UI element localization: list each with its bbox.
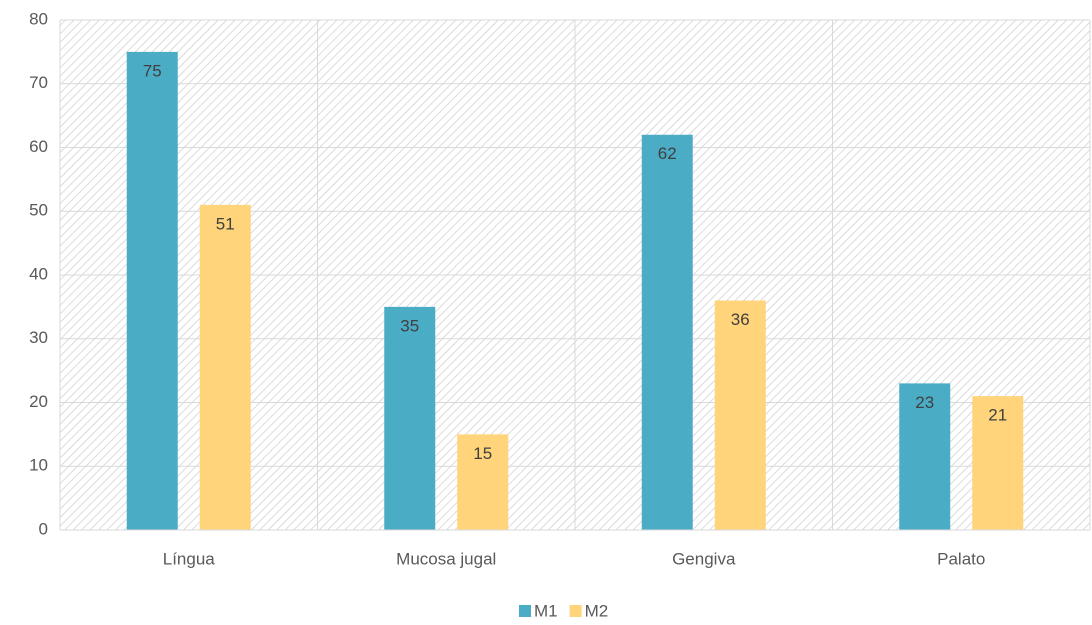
bar <box>199 204 251 530</box>
x-tick-label: Mucosa jugal <box>396 549 496 568</box>
y-tick-label: 0 <box>39 519 48 538</box>
bar <box>899 383 951 530</box>
data-label: 21 <box>988 406 1007 425</box>
legend-swatch <box>519 605 531 617</box>
legend-label: M1 <box>534 601 558 620</box>
bar <box>641 134 693 530</box>
bar <box>457 434 509 530</box>
data-label: 75 <box>143 61 162 80</box>
y-tick-label: 60 <box>29 137 48 156</box>
y-tick-label: 80 <box>29 9 48 28</box>
legend-label: M2 <box>585 601 609 620</box>
data-label: 51 <box>216 214 235 233</box>
bar <box>714 300 766 530</box>
data-label: 35 <box>400 316 419 335</box>
y-tick-label: 50 <box>29 201 48 220</box>
data-label: 62 <box>658 144 677 163</box>
x-tick-label: Língua <box>163 549 216 568</box>
data-label: 23 <box>915 393 934 412</box>
bar <box>384 306 436 530</box>
bar <box>126 51 178 530</box>
legend-swatch <box>569 605 582 617</box>
y-tick-label: 20 <box>29 392 48 411</box>
data-label: 36 <box>731 310 750 329</box>
y-tick-label: 30 <box>29 328 48 347</box>
y-tick-label: 40 <box>29 264 48 283</box>
x-tick-label: Gengiva <box>672 549 736 568</box>
bar <box>972 396 1024 530</box>
y-tick-label: 70 <box>29 73 48 92</box>
data-label: 15 <box>473 444 492 463</box>
y-tick-label: 10 <box>29 456 48 475</box>
x-tick-label: Palato <box>937 549 985 568</box>
